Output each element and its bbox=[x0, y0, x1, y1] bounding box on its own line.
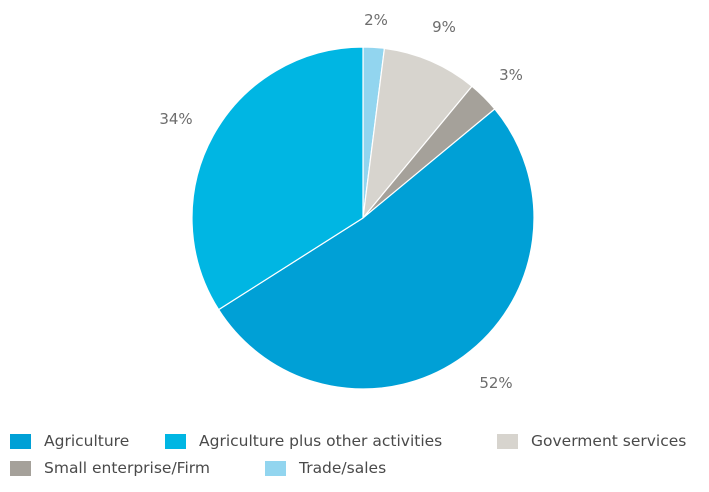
legend-swatch bbox=[10, 433, 31, 449]
legend-item-trade-sales: Trade/sales bbox=[265, 457, 386, 479]
legend-swatch bbox=[165, 433, 186, 449]
legend-swatch bbox=[497, 433, 518, 449]
legend-item-agriculture-plus-other-activities: Agriculture plus other activities bbox=[165, 430, 442, 452]
pie-chart: 2% 9% 3% 52% 34% bbox=[159, 11, 535, 392]
legend-item-agriculture: Agriculture bbox=[10, 430, 129, 452]
pie-slice-label-agriculture-plus-other-activities: 34% bbox=[159, 110, 192, 128]
legend-label: Goverment services bbox=[531, 432, 687, 450]
pie-slice-label-trade-sales: 2% bbox=[364, 11, 388, 29]
legend-label: Trade/sales bbox=[299, 459, 387, 477]
pie-slice-label-goverment-services: 9% bbox=[432, 18, 456, 36]
pie-slice-goverment-services bbox=[362, 47, 473, 220]
legend-label: Small enterprise/Firm bbox=[44, 459, 210, 477]
legend-item-small-enterprise-firm: Small enterprise/Firm bbox=[10, 457, 210, 479]
legend-item-goverment-services: Goverment services bbox=[497, 430, 686, 452]
pie-slice-label-small-enterprise-firm: 3% bbox=[499, 66, 523, 84]
chart-legend: Agriculture Agriculture plus other activ… bbox=[0, 430, 709, 490]
pie-slice-agriculture-plus-other-activities bbox=[191, 46, 364, 311]
legend-label: Agriculture plus other activities bbox=[199, 432, 443, 450]
pie-slice-label-agriculture: 52% bbox=[479, 374, 512, 392]
pie-slices bbox=[191, 46, 535, 390]
pie-chart-svg: 2% 9% 3% 52% 34% bbox=[159, 11, 535, 392]
pie-slice-labels: 2% 9% 3% 52% 34% bbox=[159, 11, 523, 392]
legend-label: Agriculture bbox=[44, 432, 130, 450]
pie-slice-agriculture bbox=[217, 108, 535, 390]
legend-swatch bbox=[10, 460, 31, 476]
legend-swatch bbox=[265, 460, 286, 476]
